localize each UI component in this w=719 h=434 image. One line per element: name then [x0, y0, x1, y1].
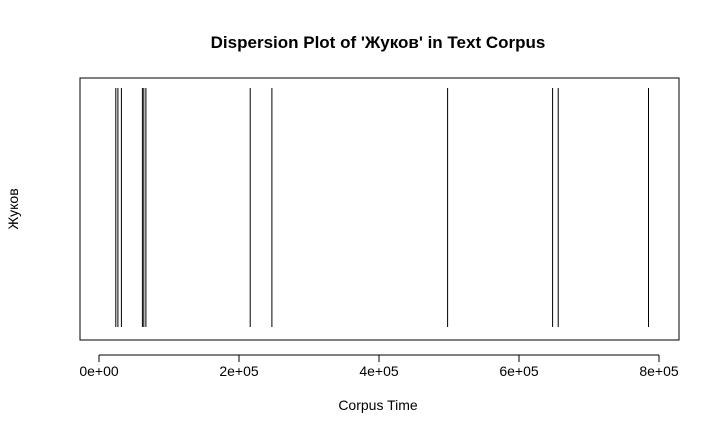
x-tick-label-4: 8e+05 [639, 363, 679, 379]
y-axis-label: Жуков [5, 188, 21, 229]
chart-title: Dispersion Plot of 'Жуков' in Text Corpu… [211, 33, 546, 52]
dispersion-marks [115, 88, 649, 327]
x-tick-label-2: 4e+05 [359, 363, 399, 379]
x-axis-label: Corpus Time [338, 397, 418, 413]
plot-area-frame [79, 77, 680, 341]
x-axis-ticks: 0e+00 2e+05 4e+05 6e+05 8e+05 [79, 355, 679, 379]
x-tick-label-0: 0e+00 [79, 363, 119, 379]
x-tick-label-3: 6e+05 [499, 363, 539, 379]
x-tick-label-1: 2e+05 [219, 363, 259, 379]
